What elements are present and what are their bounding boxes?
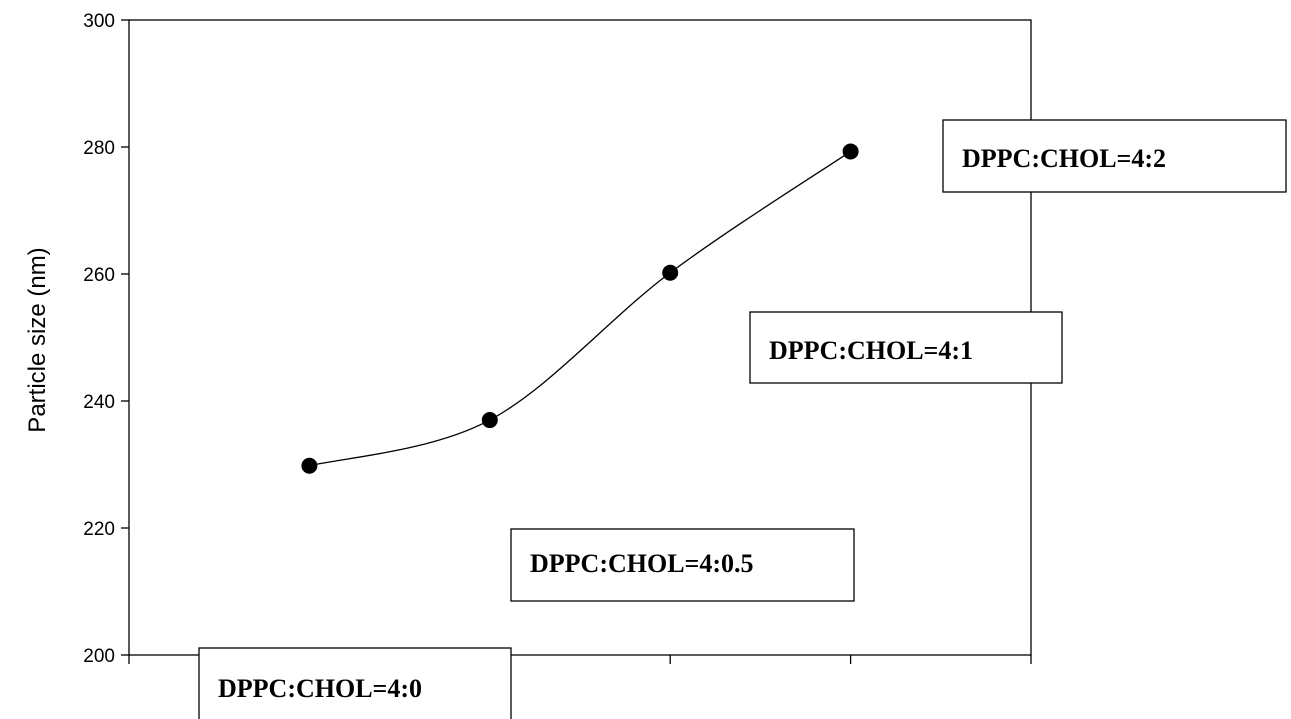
y-tick-label: 200 [83, 646, 115, 667]
y-tick-label: 240 [83, 392, 115, 413]
annotation-text: DPPC:CHOL=4:0 [218, 674, 422, 703]
data-point [662, 264, 679, 281]
y-tick-label: 260 [83, 265, 115, 286]
data-point [481, 412, 498, 429]
series-line [309, 150, 851, 467]
annotation-4-2: DPPC:CHOL=4:2 [942, 119, 1287, 193]
data-points [301, 143, 859, 474]
annotation-box [198, 647, 512, 719]
data-point [301, 457, 318, 474]
annotation-box [942, 119, 1287, 193]
y-tick-label: 300 [83, 11, 115, 32]
annotation-4-0.5: DPPC:CHOL=4:0.5 [510, 528, 855, 602]
annotation-box [749, 311, 1063, 384]
y-axis-label: Particle size (nm) [24, 247, 51, 432]
data-point [842, 143, 859, 160]
annotation-4-1: DPPC:CHOL=4:1 [749, 311, 1063, 384]
annotation-text: DPPC:CHOL=4:0.5 [530, 549, 754, 578]
annotations: DPPC:CHOL=4:0 DPPC:CHOL=4:0.5 DPPC:CHOL=… [198, 119, 1287, 719]
annotation-4-0: DPPC:CHOL=4:0 [198, 647, 512, 719]
annotation-box [510, 528, 855, 602]
y-tick-label: 280 [83, 138, 115, 159]
annotation-text: DPPC:CHOL=4:1 [769, 336, 973, 365]
y-axis-ticks: 200 220 240 260 280 300 [83, 11, 129, 667]
y-tick-label: 220 [83, 519, 115, 540]
annotation-text: DPPC:CHOL=4:2 [962, 144, 1166, 173]
